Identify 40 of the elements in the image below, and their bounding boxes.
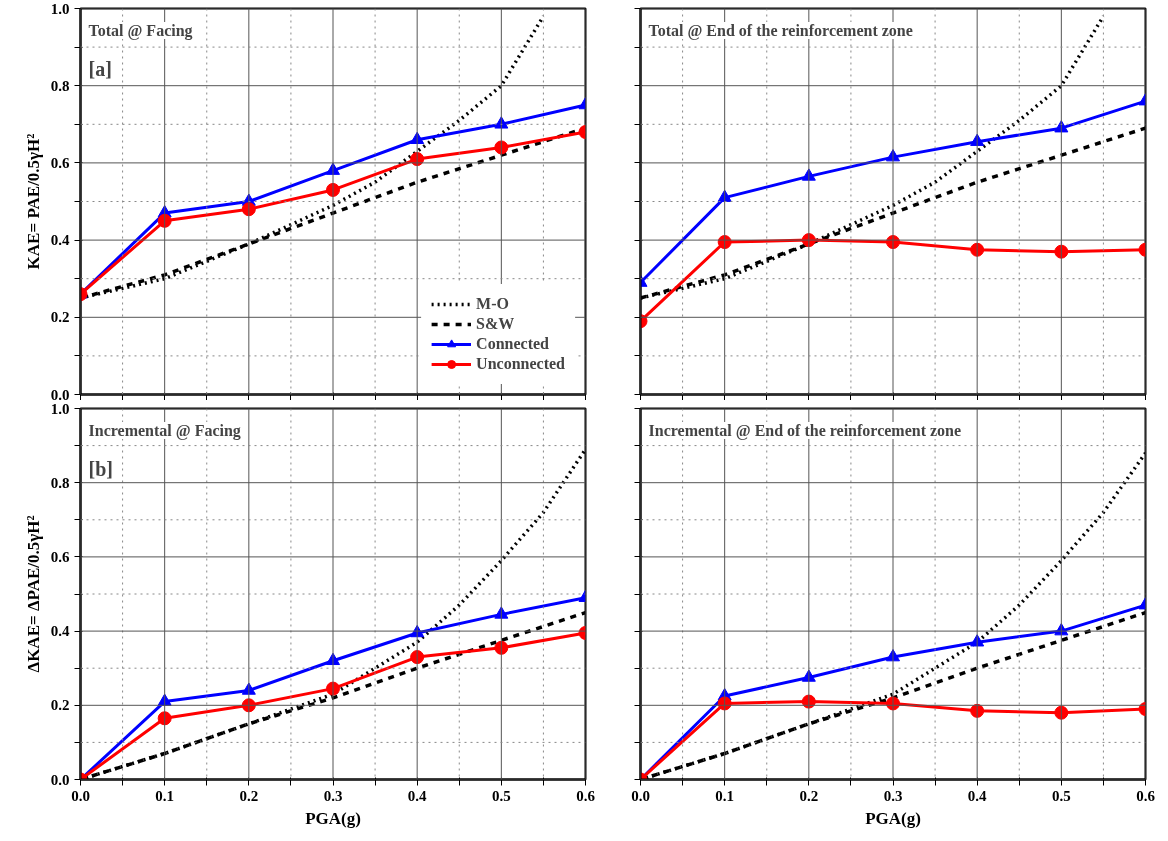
y-tick-label: 0.0 — [50, 386, 70, 403]
y-tick-label: 0.8 — [50, 474, 70, 491]
annotation: [a] — [88, 57, 112, 80]
x-tick-label: 0.5 — [1051, 787, 1071, 804]
x-tick-label: 0.1 — [715, 787, 735, 804]
x-tick-label: 0.4 — [407, 787, 428, 804]
legend-label: S&W — [476, 315, 515, 333]
y-axis-title: ΔKAE= ΔPAE/0.5γH² — [23, 515, 43, 673]
y-tick-label: 0.6 — [50, 548, 70, 565]
text: Total @ Facing — [88, 22, 193, 40]
x-tick-label: 0.6 — [576, 787, 596, 804]
x-tick-label: 0.3 — [883, 787, 903, 804]
x-tick-label: 0.5 — [491, 787, 511, 804]
text: Incremental @ Facing — [88, 422, 241, 440]
y-tick-label: 0.6 — [50, 154, 70, 171]
y-tick-label: 1.0 — [50, 400, 70, 417]
y-tick-label: 0.0 — [50, 771, 70, 788]
x-tick-label: 0.0 — [71, 787, 90, 804]
y-axis-title: KAE= PAE/0.5γH² — [23, 133, 43, 270]
y-tick-label: 0.2 — [50, 697, 70, 714]
x-tick-label: 0.3 — [323, 787, 343, 804]
y-tick-label: 1.0 — [50, 0, 70, 17]
y-tick-label: 0.4 — [50, 232, 70, 249]
x-axis-title: PGA(g) — [305, 808, 361, 828]
legend-label: Unconnected — [476, 355, 565, 373]
text: Total @ End of the reinforcement zone — [648, 22, 913, 40]
x-tick-label: 0.4 — [967, 787, 988, 804]
legend-label: M-O — [476, 295, 509, 313]
x-tick-label: 0.6 — [1136, 787, 1156, 804]
text: Incremental @ End of the reinforcement zone — [648, 422, 962, 440]
x-tick-label: 0.2 — [239, 787, 259, 804]
legend-label: Connected — [476, 335, 549, 353]
y-tick-label: 0.2 — [50, 309, 70, 326]
x-tick-label: 0.0 — [631, 787, 650, 804]
x-tick-label: 0.1 — [155, 787, 175, 804]
y-tick-label: 0.4 — [50, 623, 70, 640]
x-tick-label: 0.2 — [799, 787, 819, 804]
annotation: [b] — [88, 457, 113, 480]
y-tick-label: 0.8 — [50, 77, 70, 94]
x-axis-title: PGA(g) — [865, 808, 921, 828]
